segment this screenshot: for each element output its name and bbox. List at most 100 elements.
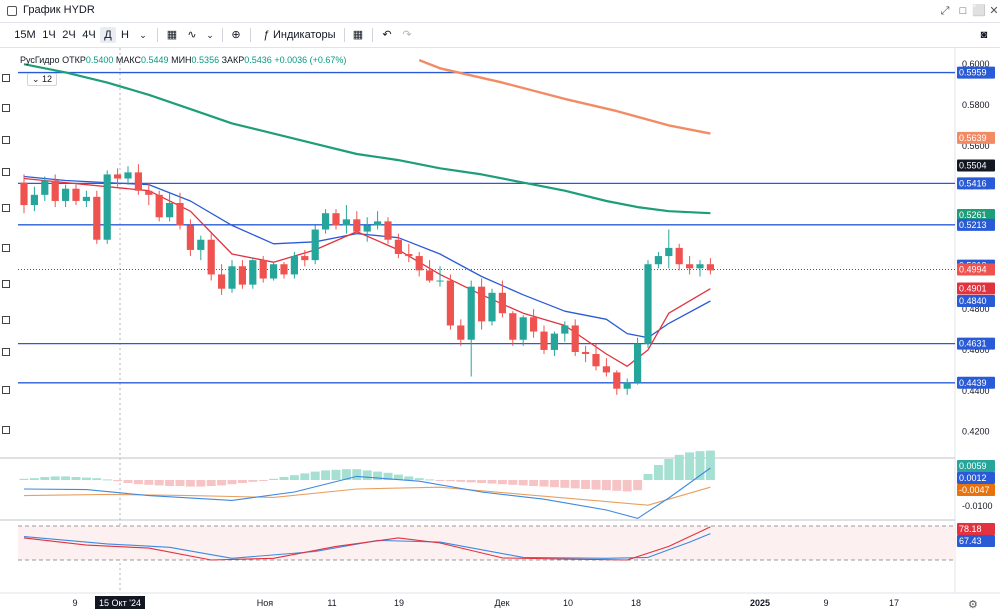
macd-histogram-bar <box>653 465 663 480</box>
text-tool-icon[interactable] <box>2 204 10 212</box>
macd-histogram-bar <box>664 459 674 480</box>
bottom-bar: ⚙ <box>0 596 1000 614</box>
price-label: 0.4994 <box>959 265 987 275</box>
macd-histogram-bar <box>404 476 414 480</box>
macd-histogram-bar <box>362 470 372 480</box>
macd-histogram-bar <box>570 480 580 489</box>
restore-button[interactable]: □ <box>959 5 967 17</box>
candles-icon[interactable]: ▦ <box>166 29 178 41</box>
chevron-down-icon[interactable]: ⌄ <box>139 30 147 40</box>
x-tick-label: 9 <box>823 598 828 608</box>
candle-body <box>41 180 49 195</box>
toolbar-divider <box>344 28 345 42</box>
candle-body <box>124 172 132 179</box>
candle-body <box>446 280 454 326</box>
candle-body <box>342 219 350 226</box>
macd-histogram-bar <box>487 480 497 484</box>
timeframe-1h[interactable]: 1Ч <box>42 29 56 41</box>
indicators-button[interactable]: Индикаторы <box>273 29 336 41</box>
brush-icon[interactable] <box>2 168 10 176</box>
macd-histogram-bar <box>289 475 299 480</box>
candle-body <box>644 264 652 344</box>
candle-body <box>488 292 496 322</box>
macd-histogram-bar <box>560 480 570 488</box>
price-label-box <box>957 177 995 190</box>
macd-histogram-bar <box>601 480 611 491</box>
fib-icon[interactable] <box>2 136 10 144</box>
collapse-button[interactable]: ⤢ <box>940 5 950 17</box>
price-chart[interactable]: 0.60000.58000.56000.54000.52000.50000.48… <box>0 48 1000 614</box>
compare-add-icon[interactable]: ⊕ <box>231 29 241 41</box>
candle-body <box>218 274 226 289</box>
maximize-button[interactable]: ⬜ <box>972 5 986 17</box>
price-label-box <box>957 294 995 307</box>
chart-window-icon <box>7 6 17 16</box>
settings-gear-icon[interactable]: ⚙ <box>968 599 978 611</box>
price-label: 0.4840 <box>959 296 987 306</box>
macd-histogram-bar <box>196 480 206 487</box>
candle-body <box>665 247 673 257</box>
close-button[interactable]: ✕ <box>989 5 999 17</box>
trendline-icon[interactable] <box>2 104 10 112</box>
layout-grid-icon[interactable]: ▦ <box>352 29 364 41</box>
pattern-icon[interactable] <box>2 244 10 252</box>
magnet-icon[interactable] <box>2 348 10 356</box>
y-tick-label: 0.5800 <box>962 100 990 110</box>
timeframe-4h[interactable]: 4Ч <box>82 29 96 41</box>
crosshair-icon[interactable] <box>2 74 10 82</box>
candle-body <box>72 188 80 201</box>
price-label-box <box>957 376 995 389</box>
macd-histogram-bar <box>445 480 455 482</box>
indicator-count-badge[interactable]: ⌄ 12 <box>27 73 58 86</box>
ohlc-legend: РусГидро ОТКР0.5400 МАКС0.5449 МИН0.5356… <box>20 55 346 65</box>
symbol-name: РусГидро <box>20 55 60 65</box>
undo-icon[interactable]: ↶ <box>382 29 392 41</box>
macd-histogram-bar <box>165 480 175 486</box>
window-title: График HYDR <box>23 4 95 16</box>
x-tick-label: 17 <box>889 598 899 608</box>
camera-icon[interactable]: ◙ <box>980 29 988 41</box>
indicators-icon[interactable]: ƒ <box>262 29 270 41</box>
macd-histogram-bar <box>102 479 112 481</box>
macd-value-label: 0.0059 <box>959 461 987 471</box>
candle-body <box>394 239 402 255</box>
y-tick-label: 0.4400 <box>962 386 990 396</box>
candle-body <box>498 292 506 314</box>
candle-body <box>280 264 288 275</box>
candle-body <box>363 225 371 232</box>
timeframe-week[interactable]: Н <box>121 29 129 41</box>
measure-icon[interactable] <box>2 280 10 288</box>
macd-value-label: -0.0047 <box>959 485 990 495</box>
price-label-box <box>957 282 995 295</box>
chart-type-chevron-icon[interactable]: ⌄ <box>206 30 214 40</box>
price-label: 0.4901 <box>959 284 987 294</box>
price-label: 0.5639 <box>959 133 987 143</box>
zoom-icon[interactable] <box>2 316 10 324</box>
candle-body <box>62 188 70 201</box>
x-tick-label: 10 <box>563 598 573 608</box>
candle-body <box>675 247 683 265</box>
price-label: 0.5261 <box>959 210 987 220</box>
macd-value-box <box>957 484 995 496</box>
candle-body <box>550 333 558 350</box>
price-label-box <box>957 131 995 144</box>
redo-icon[interactable]: ↷ <box>402 29 412 41</box>
macd-histogram-bar <box>227 480 237 485</box>
lock-icon[interactable] <box>2 386 10 394</box>
candle-body <box>238 266 246 285</box>
timeframe-2h[interactable]: 2Ч <box>62 29 76 41</box>
timeframe-day[interactable]: Д <box>100 27 116 43</box>
line-chart-icon[interactable]: ∿ <box>187 29 197 41</box>
timeframe-15m[interactable]: 15М <box>14 29 36 41</box>
candle-body <box>602 366 610 373</box>
macd-histogram-bar <box>581 480 591 489</box>
macd-histogram-bar <box>154 480 164 486</box>
macd-histogram-bar <box>529 480 539 486</box>
trash-icon[interactable] <box>2 426 10 434</box>
macd-value-label: 0.0012 <box>959 473 987 483</box>
change-value: +0.0036 (+0.67%) <box>274 55 347 65</box>
macd-histogram-bar <box>248 480 258 482</box>
candle-body <box>259 260 267 279</box>
candle-body <box>457 325 465 340</box>
candle-body <box>134 172 142 191</box>
